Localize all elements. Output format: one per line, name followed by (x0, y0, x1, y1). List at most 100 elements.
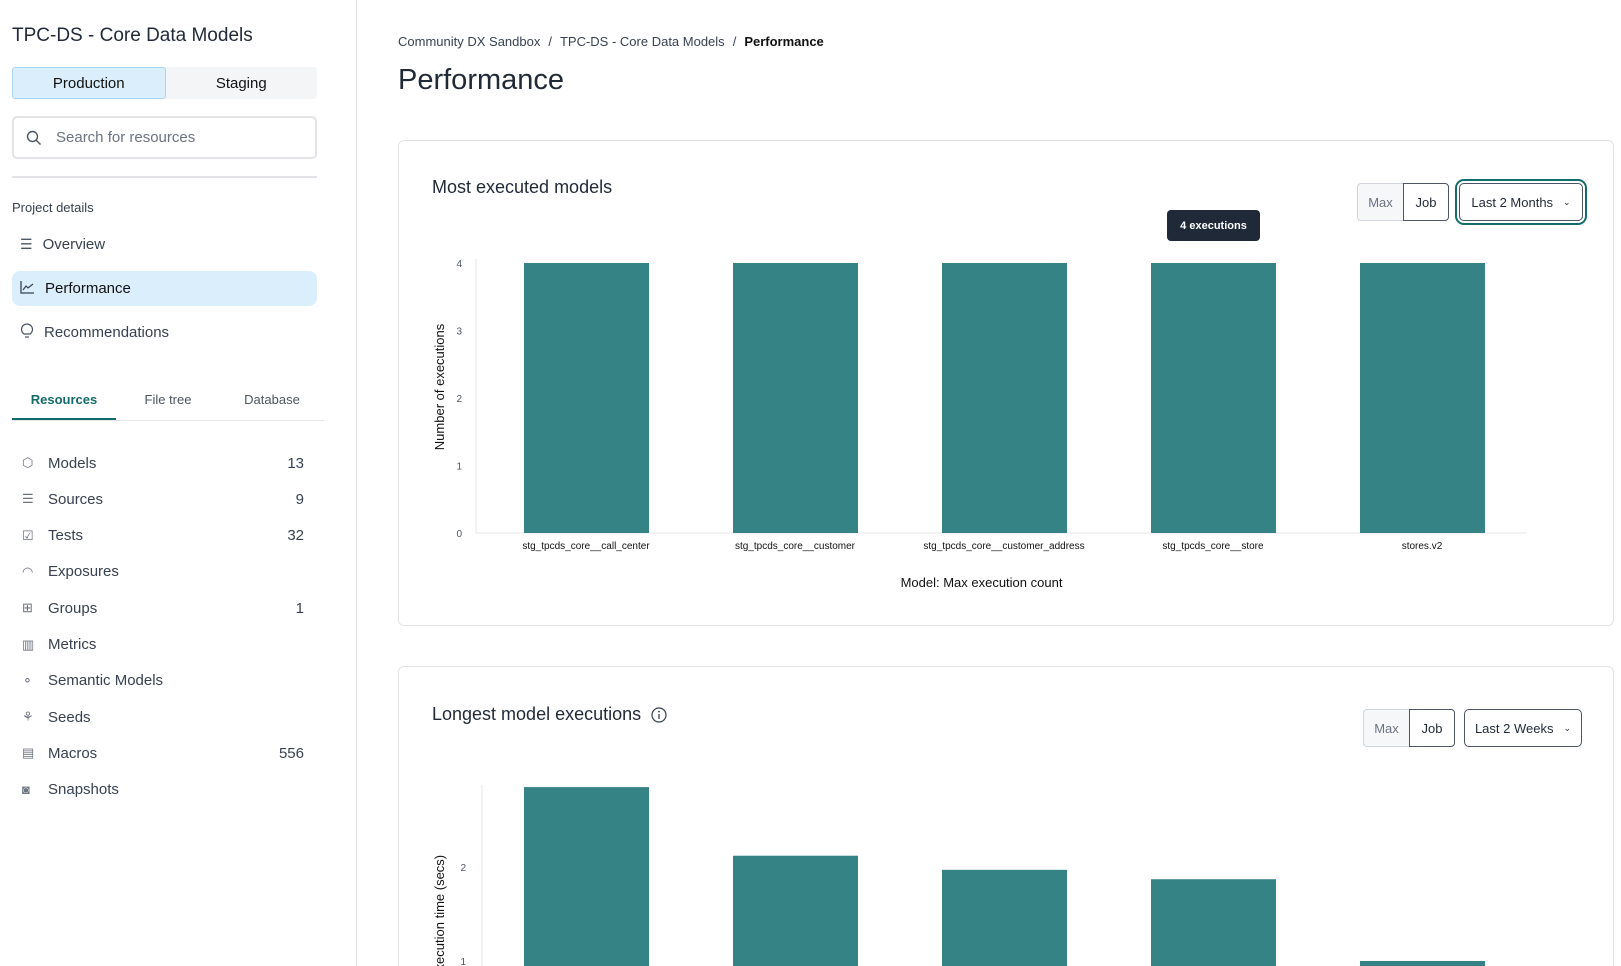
env-production-tab[interactable]: Production (12, 67, 166, 99)
y-tick-label: 4 (456, 259, 462, 270)
tab-file-tree[interactable]: File tree (144, 392, 192, 407)
x-tick-label: stg_tpcds_core__store (1162, 541, 1264, 552)
sidebar-item-groups[interactable]: ⊞ Groups 1 (22, 593, 304, 623)
sidebar-item-seeds[interactable]: ⚘ Seeds (22, 702, 304, 732)
resource-label: Tests (48, 527, 84, 545)
executions-bar-chart: 0 1 2 3 4 stg_tpcds_core__call_center stg_tpcd… (432, 259, 1527, 590)
sidebar-item-models[interactable]: ⬡ Models 13 (22, 448, 304, 478)
nav-label: Performance (45, 280, 131, 297)
x-tick-label: stg_tpcds_core__call_center (522, 541, 650, 552)
database-icon: ☰ (22, 491, 34, 507)
y-axis-title: Number of executions (432, 323, 447, 450)
y-tick-label: 3 (456, 327, 462, 338)
search-icon (26, 130, 41, 145)
breadcrumb-current: Performance (744, 34, 824, 49)
resource-tabs: Resources File tree Database (12, 388, 324, 421)
sidebar-item-metrics[interactable]: ▥ Metrics (22, 630, 304, 660)
card-title-row: Longest model executions (432, 704, 667, 725)
resource-label: Macros (48, 744, 98, 762)
breadcrumb: Community DX Sandbox / TPC-DS - Core Data… (398, 34, 824, 49)
y-axis-title: Execution time (secs) (432, 855, 447, 966)
project-title: TPC-DS - Core Data Models (12, 25, 253, 46)
card-title: Longest model executions (432, 704, 642, 724)
breadcrumb-item[interactable]: TPC-DS - Core Data Models (559, 34, 725, 49)
resource-label: Groups (48, 599, 98, 617)
bar (942, 263, 1067, 533)
x-tick-label: stores.v2 (1402, 541, 1443, 552)
resource-count: 9 (295, 490, 304, 508)
sidebar-item-macros[interactable]: ▤ Macros 556 (22, 738, 304, 768)
y-tick-label: 2 (460, 863, 466, 874)
card-title: Most executed models (432, 177, 613, 197)
chevron-down-icon: ⌄ (1563, 196, 1571, 207)
sidebar-item-exposures[interactable]: ◠ Exposures (22, 557, 304, 587)
max-button[interactable]: Max (1357, 183, 1403, 221)
x-tick-label: stg_tpcds_core__customer_address (923, 541, 1084, 552)
resource-label: Metrics (48, 636, 97, 653)
env-staging-tab[interactable]: Staging (215, 74, 267, 92)
resource-label: Snapshots (48, 781, 119, 799)
bar (1151, 879, 1276, 966)
grid-icon: ⊞ (22, 600, 33, 616)
chevron-down-icon: ⌄ (1563, 722, 1572, 733)
resource-label: Seeds (48, 708, 91, 726)
resource-count: 13 (287, 454, 304, 472)
time-range-dropdown[interactable]: Last 2 Weeks ⌄ (1464, 709, 1582, 747)
search-input[interactable]: Search for resources (12, 116, 317, 159)
bar (1360, 263, 1485, 533)
sidebar-item-tests[interactable]: ☑ Tests 32 (22, 521, 304, 551)
y-tick-label: 2 (456, 394, 462, 405)
job-button[interactable]: Job (1403, 183, 1449, 221)
most-executed-card: Most executed models Max Job Last 2 Mont… (398, 140, 1614, 626)
nodes-icon: ⚬ (22, 672, 33, 688)
metric-toggle: Max Job (1357, 183, 1449, 221)
sprout-icon: ⚘ (22, 709, 34, 725)
nav-overview[interactable]: ☰ Overview (12, 227, 317, 262)
bar-chart-icon: ▥ (22, 636, 35, 652)
resource-label: Semantic Models (48, 672, 164, 690)
longest-executions-card: Longest model executions Max Job Last 2 … (398, 666, 1614, 966)
info-icon[interactable] (651, 706, 667, 723)
resource-count: 556 (278, 744, 304, 762)
x-axis-title: Model: Max execution count (901, 575, 1063, 590)
camera-icon: ◙ (22, 782, 30, 798)
y-tick-label: 1 (460, 957, 466, 966)
sidebar: TPC-DS - Core Data Models Production Sta… (0, 0, 357, 966)
divider (12, 176, 317, 178)
execution-time-bar-chart: 1 2 Execution time (secs) (432, 785, 1485, 966)
resource-count: 32 (287, 527, 304, 545)
bar (733, 263, 858, 533)
bar (1360, 961, 1485, 966)
tab-resources[interactable]: Resources (12, 388, 116, 420)
lightbulb-icon (20, 322, 34, 343)
sidebar-item-sources[interactable]: ☰ Sources 9 (22, 484, 304, 514)
file-icon: ▤ (22, 745, 35, 761)
bar (733, 855, 858, 966)
line-chart-icon (20, 280, 35, 298)
breadcrumb-separator: / (732, 34, 737, 49)
tab-database[interactable]: Database (244, 392, 300, 407)
cube-icon: ⬡ (22, 455, 34, 470)
x-tick-label: stg_tpcds_core__customer (735, 541, 856, 552)
breadcrumb-item[interactable]: Community DX Sandbox (398, 34, 541, 49)
nav-recommendations[interactable]: Recommendations (12, 315, 317, 350)
bar (524, 787, 649, 966)
environment-toggle: Production Staging (12, 67, 317, 99)
sidebar-item-snapshots[interactable]: ◙ Snapshots (22, 775, 304, 805)
max-button[interactable]: Max (1363, 709, 1409, 747)
nav-label: Recommendations (44, 324, 170, 341)
nav-performance[interactable]: Performance (12, 271, 317, 306)
time-range-dropdown[interactable]: Last 2 Months ⌄ (1459, 183, 1583, 221)
metric-toggle: Max Job (1363, 709, 1455, 747)
dropdown-value: Last 2 Weeks (1474, 720, 1554, 736)
breadcrumb-separator: / (548, 34, 552, 49)
bar (942, 869, 1067, 966)
page-title: Performance (398, 64, 565, 96)
y-tick-label: 0 (456, 529, 462, 540)
resource-count: 1 (295, 599, 304, 617)
gauge-icon: ◠ (22, 563, 34, 579)
bar-tooltip: 4 executions (1167, 210, 1260, 241)
sidebar-item-semantic-models[interactable]: ⚬ Semantic Models (22, 666, 304, 696)
resource-label: Exposures (48, 563, 119, 581)
job-button[interactable]: Job (1409, 709, 1455, 747)
